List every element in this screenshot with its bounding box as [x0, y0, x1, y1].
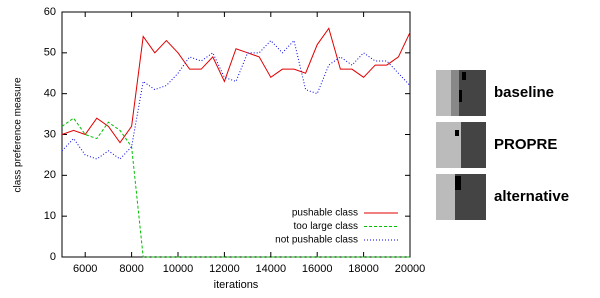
x-tick-label: 12000 — [209, 263, 240, 275]
x-tick-label: 20000 — [395, 263, 426, 275]
x-tick-label: 18000 — [348, 263, 379, 275]
legend-label: not pushable class — [275, 235, 358, 246]
x-tick-label: 8000 — [119, 263, 143, 275]
x-tick-label: 14000 — [256, 263, 287, 275]
y-tick-label: 0 — [50, 251, 56, 263]
tile-baseline — [436, 70, 486, 116]
tile-propre — [436, 122, 486, 168]
series-line — [62, 41, 410, 159]
y-tick-label: 10 — [44, 210, 56, 222]
tile-alternative — [436, 174, 486, 220]
tile-label: baseline — [494, 84, 554, 101]
x-tick-label: 10000 — [163, 263, 194, 275]
x-axis-label: iterations — [214, 279, 259, 291]
x-tick-label: 6000 — [73, 263, 97, 275]
chart: iterations class preference measure base… — [0, 0, 600, 293]
y-tick-label: 40 — [44, 88, 56, 100]
y-tick-label: 20 — [44, 169, 56, 181]
y-tick-label: 30 — [44, 128, 56, 140]
tile-label: PROPRE — [494, 136, 557, 153]
y-tick-label: 50 — [44, 47, 56, 59]
series-line — [62, 28, 410, 142]
tile-label: alternative — [494, 188, 569, 205]
legend-label: pushable class — [292, 208, 358, 219]
x-tick-label: 16000 — [302, 263, 333, 275]
y-tick-label: 60 — [44, 6, 56, 18]
legend-label: too large class — [294, 221, 358, 232]
y-axis-label: class preference measure — [13, 77, 24, 192]
